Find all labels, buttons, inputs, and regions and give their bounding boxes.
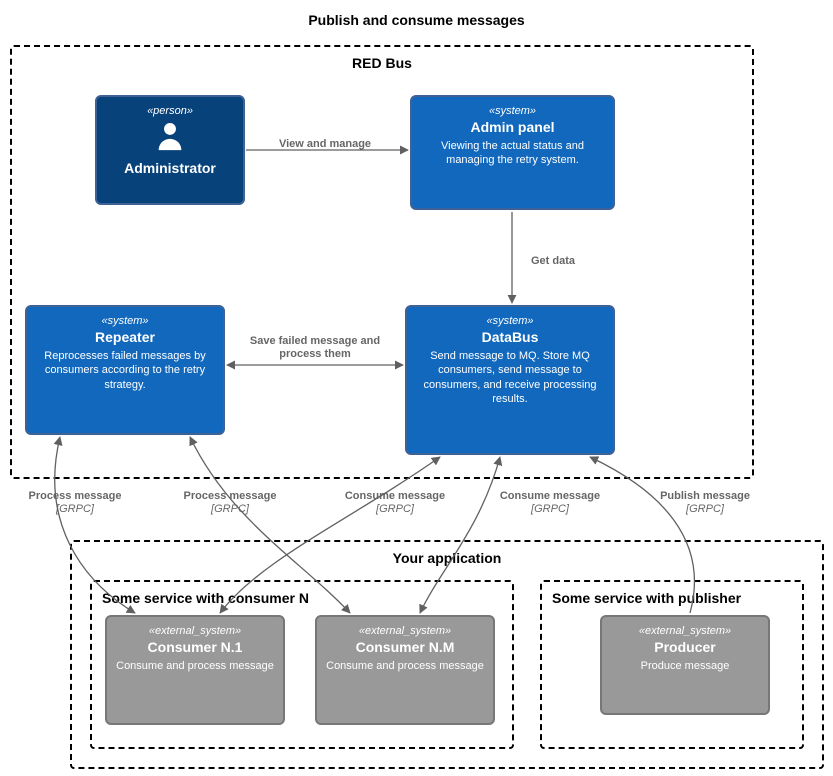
edge-publish-text: Publish message	[660, 490, 750, 502]
edge-process1-text: Process message	[29, 490, 122, 502]
container-yourapp-title: Your application	[72, 542, 822, 566]
admin-stereo: «person»	[103, 105, 237, 117]
person-icon	[153, 119, 187, 153]
databus-title: DataBus	[413, 329, 607, 345]
edge-consume2-grpc: [GRPC]	[480, 503, 620, 516]
admin-title: Administrator	[103, 160, 237, 176]
node-repeater: «system» Repeater Reprocesses failed mes…	[25, 305, 225, 435]
edge-get-data: Get data	[518, 255, 588, 268]
edge-publish-grpc: [GRPC]	[640, 503, 770, 516]
container-servicen-title: Some service with consumer N	[92, 582, 512, 606]
edge-view-manage: View and manage	[255, 138, 395, 151]
edge-consume2: Consume message [GRPC]	[480, 490, 620, 516]
producer-title: Producer	[608, 639, 762, 655]
edge-consume1-text: Consume message	[345, 490, 445, 502]
edge-save-failed: Save failed message and process them	[230, 335, 400, 361]
databus-stereo: «system»	[413, 315, 607, 327]
node-producer: «external_system» Producer Produce messa…	[600, 615, 770, 715]
container-servicepub-title: Some service with publisher	[542, 582, 802, 606]
repeater-desc: Reprocesses failed messages by consumers…	[33, 349, 217, 392]
panel-title: Admin panel	[418, 119, 607, 135]
edge-publish: Publish message [GRPC]	[640, 490, 770, 516]
consn1-title: Consumer N.1	[113, 639, 277, 655]
node-consumer-n1: «external_system» Consumer N.1 Consume a…	[105, 615, 285, 725]
consnm-stereo: «external_system»	[323, 625, 487, 637]
node-databus: «system» DataBus Send message to MQ. Sto…	[405, 305, 615, 455]
container-redbus-title: RED Bus	[12, 47, 752, 71]
repeater-stereo: «system»	[33, 315, 217, 327]
databus-desc: Send message to MQ. Store MQ consumers, …	[413, 349, 607, 406]
edge-process2-text: Process message	[184, 490, 277, 502]
repeater-title: Repeater	[33, 329, 217, 345]
node-admin-panel: «system» Admin panel Viewing the actual …	[410, 95, 615, 210]
panel-stereo: «system»	[418, 105, 607, 117]
consnm-desc: Consume and process message	[323, 659, 487, 673]
edge-process1-grpc: [GRPC]	[10, 503, 140, 516]
producer-desc: Produce message	[608, 659, 762, 673]
node-consumer-nm: «external_system» Consumer N.M Consume a…	[315, 615, 495, 725]
panel-desc: Viewing the actual status and managing t…	[418, 139, 607, 168]
node-administrator: «person» Administrator	[95, 95, 245, 205]
edge-process2: Process message [GRPC]	[165, 490, 295, 516]
diagram-title: Publish and consume messages	[0, 12, 833, 28]
producer-stereo: «external_system»	[608, 625, 762, 637]
edge-consume2-text: Consume message	[500, 490, 600, 502]
edge-process1: Process message [GRPC]	[10, 490, 140, 516]
edge-process2-grpc: [GRPC]	[165, 503, 295, 516]
consn1-desc: Consume and process message	[113, 659, 277, 673]
consnm-title: Consumer N.M	[323, 639, 487, 655]
consn1-stereo: «external_system»	[113, 625, 277, 637]
edge-consume1-grpc: [GRPC]	[325, 503, 465, 516]
edge-consume1: Consume message [GRPC]	[325, 490, 465, 516]
